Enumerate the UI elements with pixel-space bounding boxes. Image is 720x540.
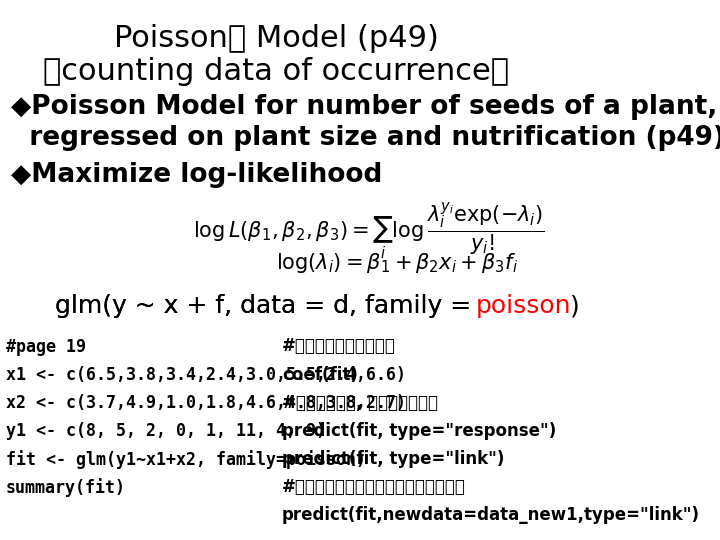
Text: poisson: poisson <box>475 294 571 318</box>
Text: #page 19: #page 19 <box>6 338 86 355</box>
Text: glm(y ~ x + f, data = d, family =: glm(y ~ x + f, data = d, family = <box>55 294 480 318</box>
Text: ): ) <box>570 294 580 318</box>
Text: #説明変数値が異なる値の場合の予測値: #説明変数値が異なる値の場合の予測値 <box>282 478 466 496</box>
Text: $\log L(\beta_1, \beta_2, \beta_3) = \sum_i \log \dfrac{\lambda_i^{y_i} \exp(-\l: $\log L(\beta_1, \beta_2, \beta_3) = \su… <box>194 200 545 261</box>
Text: regressed on plant size and nutrification (p49): regressed on plant size and nutrificatio… <box>11 125 720 151</box>
Text: ◆Poisson Model for number of seeds of a plant,: ◆Poisson Model for number of seeds of a … <box>11 94 717 120</box>
Text: #説明変数の係数と切片: #説明変数の係数と切片 <box>282 338 396 355</box>
Text: y1 <- c(8, 5, 2, 0, 1, 11, 4, 9): y1 <- c(8, 5, 2, 0, 1, 11, 4, 9) <box>6 422 325 440</box>
Text: predict(fit, type="link"): predict(fit, type="link") <box>282 450 504 468</box>
Text: $\log(\lambda_i) = \beta_1 + \beta_2 x_i + \beta_3 f_i$: $\log(\lambda_i) = \beta_1 + \beta_2 x_i… <box>276 251 518 275</box>
Text: coef(fit): coef(fit) <box>282 366 358 383</box>
Text: Poisson　 Model (p49): Poisson Model (p49) <box>114 24 439 53</box>
Text: fit <- glm(y1~x1+x2, family=poisson): fit <- glm(y1~x1+x2, family=poisson) <box>6 450 366 469</box>
Text: predict(fit, type="response"): predict(fit, type="response") <box>282 422 556 440</box>
Text: #目的変数値と, 線形予測子の値: #目的変数値と, 線形予測子の値 <box>282 394 438 411</box>
Text: x2 <- c(3.7,4.9,1.0,1.8,4.6,4.8,3.8,2.7): x2 <- c(3.7,4.9,1.0,1.8,4.6,4.8,3.8,2.7) <box>6 394 405 411</box>
Text: x1 <- c(6.5,3.8,3.4,2.4,3.0,5.5,2.4,6.6): x1 <- c(6.5,3.8,3.4,2.4,3.0,5.5,2.4,6.6) <box>6 366 405 383</box>
Text: glm(y ~ x + f, data = d, family =: glm(y ~ x + f, data = d, family = <box>55 294 480 318</box>
Text: ◆Maximize log-likelihood: ◆Maximize log-likelihood <box>11 162 382 188</box>
Text: summary(fit): summary(fit) <box>6 478 125 497</box>
Text: （counting data of occurrence）: （counting data of occurrence） <box>43 57 510 86</box>
Text: predict(fit,newdata=data_new1,type="link"): predict(fit,newdata=data_new1,type="link… <box>282 506 700 524</box>
